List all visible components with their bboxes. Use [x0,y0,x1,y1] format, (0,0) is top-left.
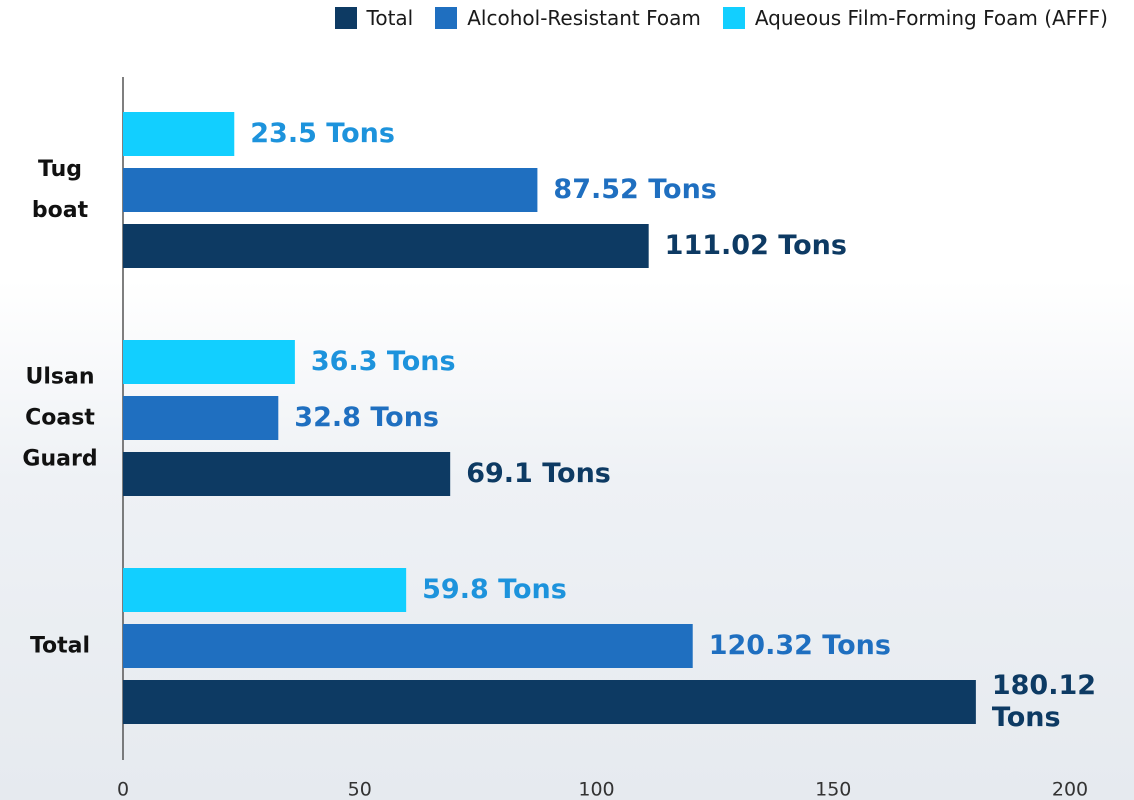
value-label: 36.3 Tons [311,346,456,378]
x-tick-label: 150 [815,779,851,800]
legend-swatch [723,7,745,29]
legend-label: Aqueous Film-Forming Foam (AFFF) [755,6,1108,30]
bar [123,396,278,440]
legend-swatch [435,7,457,29]
value-label: 32.8 Tons [294,402,439,434]
x-tick-label: 0 [117,779,129,800]
value-label: 87.52 Tons [553,174,716,206]
x-tick-label: 50 [348,779,372,800]
chart: 0 50 100 150 200 Total Alcohol-Resistant Foam… [0,0,1134,800]
bar [123,168,537,212]
bar [123,568,406,612]
plot: 0 50 100 150 200 [0,0,1134,800]
value-label: 120.32 Tons [709,630,891,662]
legend-label: Total [367,6,414,30]
legend-item: Aqueous Film-Forming Foam (AFFF) [723,6,1108,30]
legend: Total Alcohol-Resistant Foam Aqueous Film-… [335,6,1108,30]
bar [123,112,234,156]
legend-item: Total [335,6,414,30]
value-label: 69.1 Tons [466,458,611,490]
value-label: 23.5 Tons [250,118,395,150]
bar [123,680,976,724]
legend-swatch [335,7,357,29]
value-label: 180.12 Tons [992,670,1125,734]
bar [123,452,450,496]
category-label: Ulsan Coast Guard [10,357,110,480]
value-label: 59.8 Tons [422,574,567,606]
category-label: Total [10,626,110,667]
category-label: Tug boat [10,149,110,231]
bar [123,624,693,668]
legend-label: Alcohol-Resistant Foam [467,6,701,30]
bar [123,340,295,384]
bar [123,224,649,268]
x-tick-label: 100 [578,779,614,800]
x-tick-label: 200 [1052,779,1088,800]
value-label: 111.02 Tons [665,230,847,262]
legend-item: Alcohol-Resistant Foam [435,6,701,30]
